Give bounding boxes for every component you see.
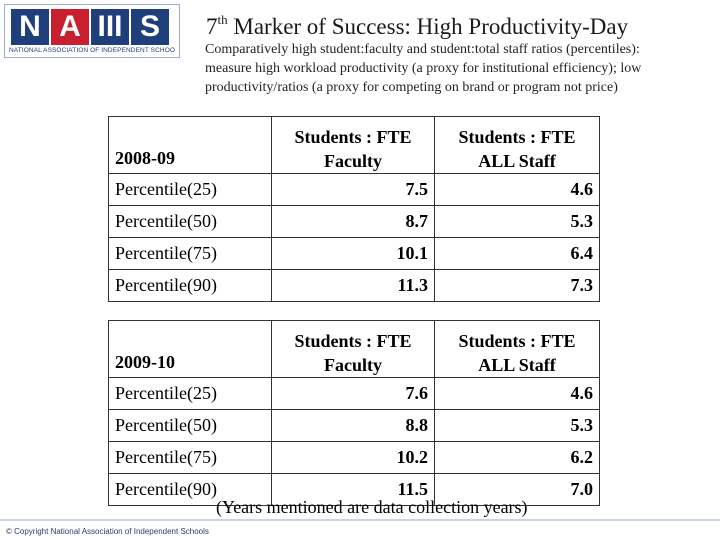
row-label: Percentile(75) [108,441,272,474]
table-year: 2008-09 [108,116,272,174]
table-row: Percentile(90) 11.5 7.0 [108,473,600,506]
title-number: 7 [206,14,218,39]
faculty-ratio: 8.7 [271,205,435,238]
staff-ratio: 7.3 [434,269,600,302]
table-header-row: 2008-09 Students : FTE Faculty Students :… [108,116,600,174]
staff-ratio: 6.2 [434,441,600,474]
logo-block-a: A [51,9,89,45]
logo-block-s: S [131,9,169,45]
col-header-faculty: Students : FTE Faculty [271,320,435,378]
faculty-ratio: 10.2 [271,441,435,474]
row-label: Percentile(50) [108,409,272,442]
logo-blocks: N A III S [11,9,169,45]
table-year: 2009-10 [108,320,272,378]
col-header-line: ALL Staff [478,151,556,171]
row-label: Percentile(25) [108,377,272,410]
col-header-line: Students : FTE [294,331,412,351]
row-label: Percentile(25) [108,173,272,206]
logo-block-n: N [11,9,49,45]
col-header-line: Students : FTE [458,127,576,147]
row-label: Percentile(90) [108,269,272,302]
table-row: Percentile(50) 8.8 5.3 [108,409,600,442]
table-row: Percentile(25) 7.6 4.6 [108,377,600,410]
page-title: 7th Marker of Success: High Productivity… [206,12,629,40]
staff-ratio: 4.6 [434,173,600,206]
subtitle-line: productivity/ratios (a proxy for competi… [205,80,618,95]
col-header-all-staff: Students : FTE ALL Staff [434,320,600,378]
faculty-ratio: 8.8 [271,409,435,442]
nais-logo: N A III S NATIONAL ASSOCIATION OF INDEPE… [4,4,180,58]
subtitle-line: Comparatively high student:faculty and s… [205,42,640,57]
col-header-faculty: Students : FTE Faculty [271,116,435,174]
table-row: Percentile(25) 7.5 4.6 [108,173,600,206]
faculty-ratio: 11.5 [271,473,435,506]
table-row: Percentile(90) 11.3 7.3 [108,269,600,302]
row-label: Percentile(75) [108,237,272,270]
staff-ratio: 7.0 [434,473,600,506]
faculty-ratio: 11.3 [271,269,435,302]
row-label: Percentile(90) [108,473,272,506]
title-superscript: th [217,12,228,27]
staff-ratio: 5.3 [434,205,600,238]
col-header-line: Students : FTE [458,331,576,351]
row-label: Percentile(50) [108,205,272,238]
col-header-line: Faculty [324,151,382,171]
table-header-row: 2009-10 Students : FTE Faculty Students :… [108,320,600,378]
ratio-table-2008-09: 2008-09 Students : FTE Faculty Students :… [108,116,600,302]
col-header-all-staff: Students : FTE ALL Staff [434,116,600,174]
col-header-line: ALL Staff [478,355,556,375]
copyright-notice: © Copyright National Association of Inde… [6,527,209,536]
table-row: Percentile(75) 10.1 6.4 [108,237,600,270]
faculty-ratio: 7.5 [271,173,435,206]
page-subtitle: Comparatively high student:faculty and s… [205,40,710,97]
staff-ratio: 5.3 [434,409,600,442]
faculty-ratio: 10.1 [271,237,435,270]
staff-ratio: 6.4 [434,237,600,270]
logo-tagline: NATIONAL ASSOCIATION OF INDEPENDENT SCHO… [9,47,175,54]
table-row: Percentile(75) 10.2 6.2 [108,441,600,474]
title-text: Marker of Success: High Productivity-Day [233,14,629,39]
table-row: Percentile(50) 8.7 5.3 [108,205,600,238]
ratio-table-2009-10: 2009-10 Students : FTE Faculty Students :… [108,320,600,506]
faculty-ratio: 7.6 [271,377,435,410]
subtitle-line: measure high workload productivity (a pr… [205,61,642,76]
footnote: (Years mentioned are data collection yea… [216,497,528,517]
logo-block-iii: III [91,9,129,45]
staff-ratio: 4.6 [434,377,600,410]
col-header-line: Faculty [324,355,382,375]
col-header-line: Students : FTE [294,127,412,147]
footer-divider [0,519,720,521]
